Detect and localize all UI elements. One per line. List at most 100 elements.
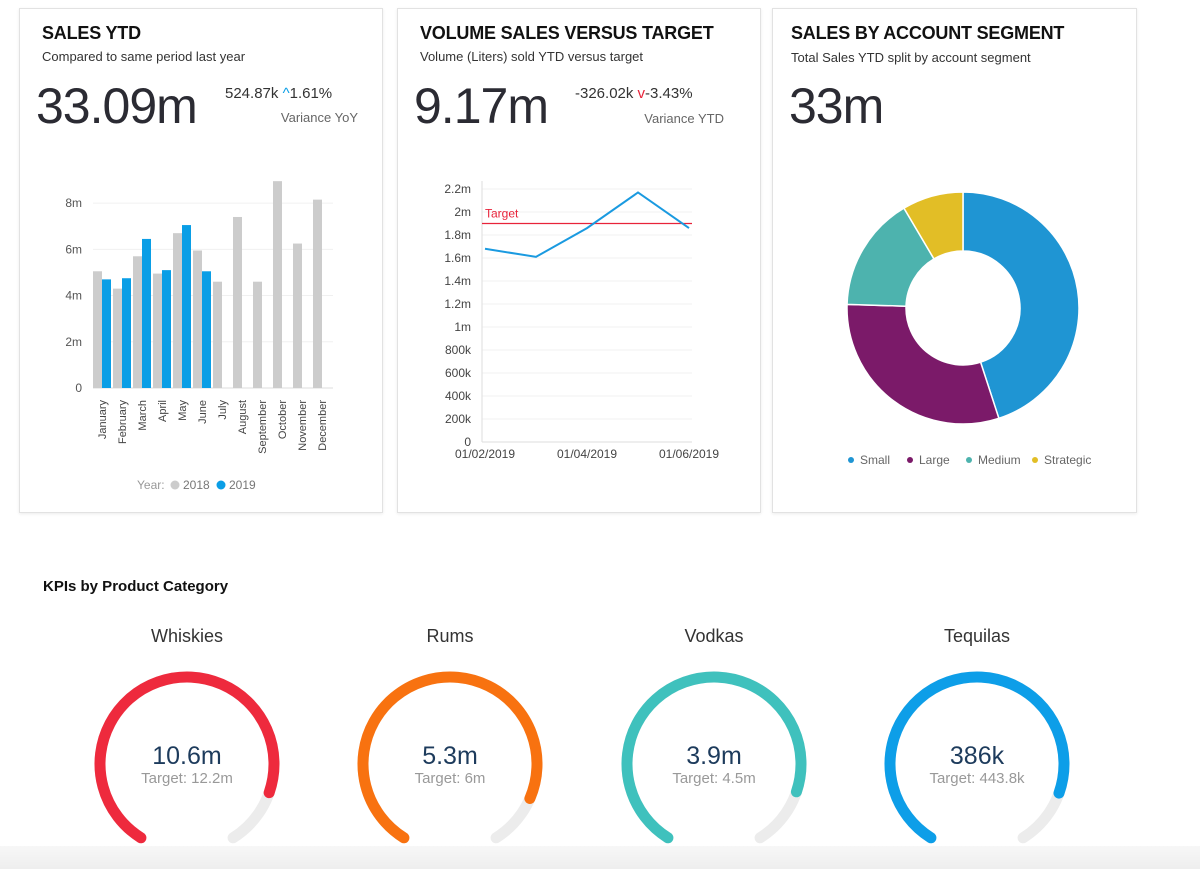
x-tick-label: 01/04/2019 [557, 447, 617, 461]
bar-2018-July [213, 281, 222, 388]
gauge-value: 3.9m [686, 742, 742, 770]
x-tick-label: May [177, 400, 189, 421]
card-subtitle: Compared to same period last year [42, 49, 246, 64]
bar-2019-January [102, 279, 111, 388]
x-tick-label: July [217, 400, 229, 420]
bar-2018-September [253, 281, 262, 388]
card-title: SALES BY ACCOUNT SEGMENT [791, 23, 1065, 43]
variance: 524.87k ^1.61% [225, 85, 332, 102]
arrow-down-icon: v [637, 85, 646, 102]
y-tick-label: 2m [454, 205, 471, 219]
bar-2018-March [133, 256, 142, 388]
y-tick-label: 200k [445, 412, 472, 426]
legend-label: Medium [978, 453, 1021, 467]
legend-label: 2019 [229, 478, 256, 492]
variance-pct: -3.43% [645, 85, 693, 102]
bar-2018-August [233, 216, 242, 388]
legend-label: Large [919, 453, 950, 467]
gauge-target: Target: 6m [414, 770, 486, 787]
kpi-value: 9.17m [414, 78, 549, 134]
legend-dot-large [907, 457, 913, 463]
legend-label: Strategic [1044, 453, 1091, 467]
x-tick-label: March [137, 400, 149, 431]
bar-2018-November [293, 243, 302, 388]
legend-label: Small [860, 453, 890, 467]
x-tick-label: January [97, 400, 109, 440]
y-tick-label: 1.6m [444, 251, 471, 265]
card-title: SALES YTD [42, 23, 141, 43]
x-tick-label: October [277, 400, 289, 439]
bar-2018-February [113, 288, 122, 388]
volume-line [484, 191, 690, 258]
bar-2019-February [122, 278, 131, 388]
variance-label: Variance YTD [644, 111, 724, 126]
y-tick-label: 6m [65, 242, 82, 256]
legend-label: 2018 [183, 478, 210, 492]
card-subtitle: Volume (Liters) sold YTD versus target [420, 49, 644, 64]
y-tick-label: 1.8m [444, 228, 471, 242]
x-tick-label: November [297, 400, 309, 451]
x-tick-label: September [257, 400, 269, 454]
gauge-value: 386k [949, 742, 1005, 770]
y-tick-label: 8m [65, 196, 82, 210]
legend-dot-small [848, 457, 854, 463]
gauge-target: Target: 12.2m [141, 770, 233, 787]
y-tick-label: 1.4m [444, 274, 471, 288]
variance-abs: -326.02k [575, 85, 634, 102]
segment-card: SALES BY ACCOUNT SEGMENT Total Sales YTD… [772, 8, 1137, 513]
y-tick-label: 600k [445, 366, 472, 380]
x-tick-label: December [317, 400, 329, 451]
bar-2018-April [153, 273, 162, 388]
y-tick-label: 800k [445, 343, 472, 357]
legend-title: Year: [137, 478, 165, 492]
y-tick-label: 1.2m [444, 297, 471, 311]
y-tick-label: 0 [75, 381, 82, 395]
bar-2018-December [313, 199, 322, 388]
sales-bar-chart: 0 2m 4m 6m 8m January February March April May Jun… [65, 181, 333, 492]
slice-small [962, 191, 1080, 420]
x-tick-label: June [197, 400, 209, 424]
y-tick-label: 2.2m [444, 182, 471, 196]
slice-strategic [902, 191, 964, 260]
volume-card: VOLUME SALES VERSUS TARGET Volume (Liter… [397, 8, 761, 513]
volume-line-chart: 0 200k 400k 600k 800k 1m 1.2m 1.4m 1.6m 1.8m 2m 2.2… [444, 181, 719, 461]
kpi-value: 33m [789, 78, 884, 134]
legend-dot-2018 [170, 480, 180, 490]
footer-bar [0, 846, 1200, 869]
y-tick-label: 4m [65, 289, 82, 303]
y-tick-label: 2m [65, 335, 82, 349]
card-subtitle: Total Sales YTD split by account segment [791, 50, 1031, 65]
x-tick-label: August [237, 400, 249, 434]
gauge-name: Whiskies [150, 626, 223, 646]
variance: -326.02k v-3.43% [575, 85, 693, 102]
kpi-section-title: KPIs by Product Category [43, 578, 229, 595]
legend-dot-2019 [216, 480, 226, 490]
x-tick-label: April [157, 400, 169, 422]
gauge-name: Tequilas [943, 626, 1011, 646]
slice-large [846, 303, 1000, 425]
gauge-name: Rums [426, 626, 474, 646]
kpi-value: 33.09m [36, 78, 198, 134]
y-tick-label: 0 [464, 435, 471, 449]
arrow-up-icon: ^ [282, 85, 290, 102]
x-tick-label: 01/02/2019 [455, 447, 515, 461]
bar-2018-May [173, 233, 182, 388]
gauge-name: Vodkas [684, 626, 744, 646]
x-tick-label: 01/06/2019 [659, 447, 719, 461]
y-tick-label: 400k [445, 389, 472, 403]
legend-dot-strategic [1032, 457, 1038, 463]
bar-2018-June [193, 250, 202, 388]
target-label: Target [485, 207, 519, 221]
bar-2019-March [142, 238, 151, 388]
gauge-target: Target: 4.5m [672, 770, 756, 787]
y-tick-label: 1m [454, 320, 471, 334]
variance-pct: 1.61% [289, 85, 333, 102]
card-title: VOLUME SALES VERSUS TARGET [420, 23, 714, 43]
variance-abs: 524.87k [225, 85, 279, 102]
bar-2019-June [202, 271, 211, 388]
variance-label: Variance YoY [280, 110, 358, 125]
x-tick-label: February [117, 400, 129, 445]
bar-2019-April [162, 270, 171, 388]
gauge-target: Target: 443.8k [929, 770, 1025, 787]
legend-dot-medium [966, 457, 972, 463]
